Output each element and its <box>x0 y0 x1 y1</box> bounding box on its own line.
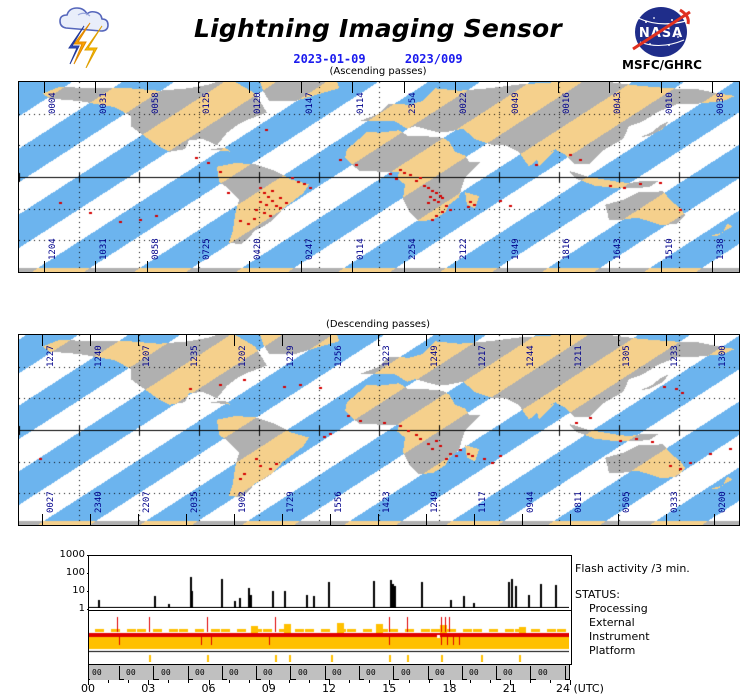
x-minor-tick <box>288 680 290 683</box>
legend-status-platform: Platform <box>589 644 636 657</box>
hour-cell: 00 <box>433 666 463 680</box>
flash-activity-canvas <box>89 556 569 608</box>
x-minor-tick <box>469 680 471 683</box>
x-tick-label: 24 (UTC) <box>556 682 604 695</box>
x-minor-tick <box>188 680 190 683</box>
svg-text:NASA: NASA <box>639 26 683 41</box>
hour-cell: 00 <box>330 666 360 680</box>
x-minor-tick <box>128 680 130 683</box>
hour-cell: 00 <box>467 666 497 680</box>
x-minor-tick <box>248 680 250 683</box>
y-tick-label: 1000 <box>59 549 85 560</box>
hour-cell: 00 <box>399 666 429 680</box>
legend-status-external: External <box>589 616 635 629</box>
x-minor-tick <box>409 680 411 683</box>
x-minor-tick <box>529 680 531 683</box>
plot-legend: Flash activity /3 min. STATUS: Processin… <box>575 562 755 658</box>
x-minor-tick <box>429 680 431 683</box>
activity-plot: 1 10 100 1000 00 00 00 00 00 00 00 00 00 00 00 00 00 00 … <box>0 548 756 695</box>
y-tick-label: 10 <box>72 585 85 596</box>
hour-cell: 00 <box>227 666 257 680</box>
x-minor-tick <box>108 680 110 683</box>
hour-cell: 00 <box>124 666 154 680</box>
observation-date: 2023-01-09 <box>293 52 366 66</box>
x-minor-tick <box>489 680 491 683</box>
hour-cell: 00 <box>261 666 291 680</box>
descending-map-canvas <box>19 335 739 525</box>
status-canvas <box>89 611 569 662</box>
legend-status-processing: Processing <box>589 602 648 615</box>
flash-activity-panel <box>88 555 572 611</box>
flash-y-axis: 1 10 100 1000 <box>40 548 91 614</box>
hour-cell: 00 <box>364 666 394 680</box>
descending-pass-map <box>18 334 740 526</box>
legend-status-title: STATUS: <box>575 588 620 601</box>
ascending-caption: (Ascending passes) <box>329 66 427 77</box>
x-minor-tick <box>228 680 230 683</box>
x-tick <box>329 680 330 685</box>
x-tick <box>389 680 391 685</box>
x-minor-tick <box>369 680 371 683</box>
hour-cell: 00 <box>90 666 120 680</box>
hour-cell: 00 <box>536 666 566 680</box>
x-minor-tick <box>168 680 170 683</box>
x-tick <box>570 680 571 685</box>
x-minor-tick <box>549 680 551 683</box>
date-row: 2023-01-09 2023/009 <box>0 52 756 66</box>
x-minor-tick <box>349 680 351 683</box>
hour-strip: 00 00 00 00 00 00 00 00 00 00 00 00 00 00 <box>88 664 570 680</box>
hour-cell: 00 <box>501 666 531 680</box>
page-header: Lightning Imaging Sensor 2023-01-09 2023… <box>0 0 756 78</box>
y-tick-label: 1 <box>78 603 85 614</box>
page-title: Lightning Imaging Sensor <box>194 14 562 43</box>
x-tick <box>509 680 511 685</box>
y-tick-label: 100 <box>65 567 85 578</box>
status-panel <box>88 610 572 665</box>
hour-cell: 00 <box>159 666 189 680</box>
ascending-map-canvas <box>19 82 739 272</box>
logo-caption: MSFC/GHRC <box>622 58 702 72</box>
x-tick <box>148 680 150 685</box>
x-tick <box>449 680 451 685</box>
ascending-pass-map <box>18 81 740 273</box>
legend-flash-activity: Flash activity /3 min. <box>575 562 690 575</box>
legend-status-instrument: Instrument <box>589 630 650 643</box>
descending-caption: (Descending passes) <box>325 319 431 330</box>
x-tick <box>88 680 89 685</box>
x-minor-tick <box>308 680 310 683</box>
cloud-lightning-icon <box>59 7 109 68</box>
x-tick <box>208 680 210 685</box>
hour-cell: 00 <box>296 666 326 680</box>
x-tick <box>268 680 270 685</box>
nasa-meatball-icon: NASA <box>632 7 691 57</box>
hour-cell: 00 <box>193 666 223 680</box>
day-of-year: 2023/009 <box>404 52 463 66</box>
